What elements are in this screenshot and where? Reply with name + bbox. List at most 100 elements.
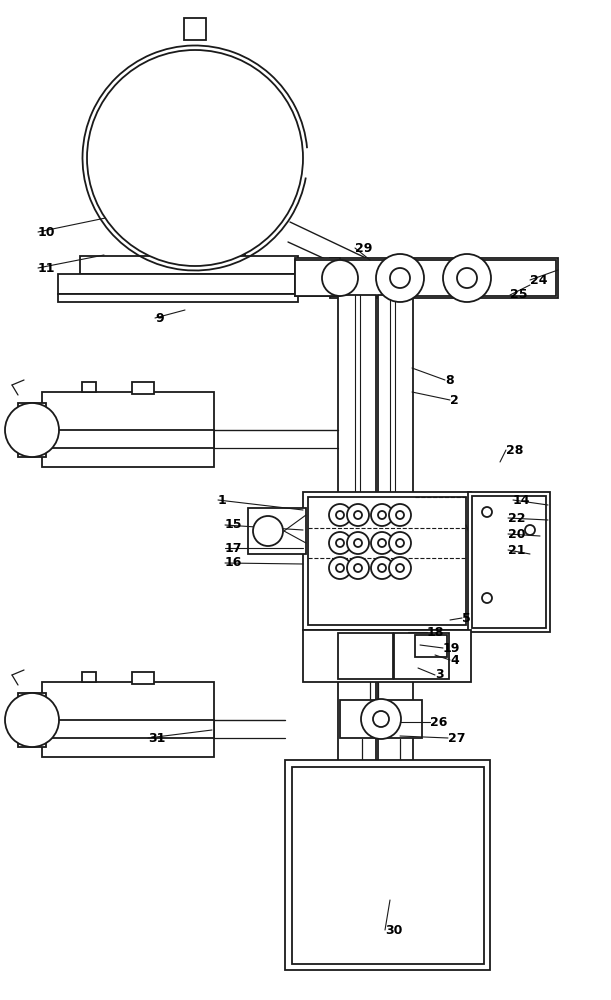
Bar xyxy=(468,492,550,632)
Circle shape xyxy=(322,260,358,296)
Bar xyxy=(295,258,340,296)
Bar xyxy=(184,18,206,40)
Bar xyxy=(42,430,214,448)
Circle shape xyxy=(390,268,410,288)
Text: 31: 31 xyxy=(148,732,166,744)
Circle shape xyxy=(347,504,369,526)
Bar xyxy=(303,492,471,630)
Bar xyxy=(248,508,306,554)
Text: 19: 19 xyxy=(443,642,460,654)
Circle shape xyxy=(371,532,393,554)
Bar xyxy=(378,295,413,955)
Bar xyxy=(58,294,298,302)
Circle shape xyxy=(87,50,303,266)
Text: 26: 26 xyxy=(430,716,447,728)
Text: 15: 15 xyxy=(225,518,243,532)
Circle shape xyxy=(373,711,389,727)
Text: 1: 1 xyxy=(218,493,227,506)
Text: 16: 16 xyxy=(225,556,243,570)
Circle shape xyxy=(329,504,351,526)
Text: 30: 30 xyxy=(385,924,403,936)
Circle shape xyxy=(347,532,369,554)
Circle shape xyxy=(396,539,404,547)
Bar xyxy=(332,260,556,296)
Bar xyxy=(42,682,214,757)
Bar xyxy=(303,630,471,682)
Bar xyxy=(82,382,96,392)
Bar xyxy=(340,700,422,738)
Circle shape xyxy=(361,699,401,739)
Circle shape xyxy=(376,254,424,302)
Circle shape xyxy=(354,511,362,519)
Text: 5: 5 xyxy=(462,611,470,624)
Circle shape xyxy=(163,126,227,190)
Bar xyxy=(80,256,298,274)
Bar xyxy=(394,633,449,679)
Bar xyxy=(58,274,298,294)
Text: 14: 14 xyxy=(513,493,530,506)
Text: 24: 24 xyxy=(530,273,547,286)
Circle shape xyxy=(371,557,393,579)
Circle shape xyxy=(336,539,344,547)
Text: 29: 29 xyxy=(355,241,372,254)
Circle shape xyxy=(457,268,477,288)
Circle shape xyxy=(443,254,491,302)
Text: 20: 20 xyxy=(508,528,525,540)
Text: 2: 2 xyxy=(450,393,459,406)
Text: 3: 3 xyxy=(435,668,444,682)
Text: 4: 4 xyxy=(450,654,459,666)
Circle shape xyxy=(354,564,362,572)
Circle shape xyxy=(396,511,404,519)
Text: 18: 18 xyxy=(427,626,444,639)
Text: 28: 28 xyxy=(506,444,524,456)
Circle shape xyxy=(253,516,283,546)
Circle shape xyxy=(354,539,362,547)
Bar xyxy=(308,497,466,625)
Bar xyxy=(292,767,484,964)
Circle shape xyxy=(5,693,59,747)
Text: 8: 8 xyxy=(445,373,453,386)
Bar xyxy=(155,218,245,256)
Circle shape xyxy=(329,557,351,579)
Circle shape xyxy=(389,504,411,526)
Bar xyxy=(18,403,46,457)
Circle shape xyxy=(181,144,209,172)
Circle shape xyxy=(389,532,411,554)
Bar xyxy=(18,693,46,747)
Text: 11: 11 xyxy=(38,261,56,274)
Circle shape xyxy=(347,557,369,579)
Circle shape xyxy=(336,564,344,572)
Circle shape xyxy=(525,525,535,535)
Text: 17: 17 xyxy=(225,542,243,554)
Bar xyxy=(285,760,490,970)
Circle shape xyxy=(378,539,386,547)
Text: 9: 9 xyxy=(155,312,164,324)
Text: 27: 27 xyxy=(448,732,466,744)
Circle shape xyxy=(336,511,344,519)
Circle shape xyxy=(378,511,386,519)
Circle shape xyxy=(482,593,492,603)
Bar xyxy=(82,672,96,682)
Circle shape xyxy=(371,504,393,526)
Bar xyxy=(295,260,338,296)
Bar xyxy=(472,496,546,628)
Bar xyxy=(338,633,393,679)
Text: 25: 25 xyxy=(510,288,527,302)
Text: 22: 22 xyxy=(508,512,525,524)
Text: 10: 10 xyxy=(38,226,56,238)
Bar xyxy=(330,258,558,298)
Bar xyxy=(415,635,447,657)
Circle shape xyxy=(145,108,245,208)
Circle shape xyxy=(482,507,492,517)
Bar xyxy=(132,382,154,394)
Bar xyxy=(338,295,376,955)
Bar xyxy=(42,720,214,738)
Circle shape xyxy=(329,532,351,554)
Circle shape xyxy=(396,564,404,572)
Circle shape xyxy=(5,403,59,457)
Circle shape xyxy=(378,564,386,572)
Text: 21: 21 xyxy=(508,544,525,556)
Bar xyxy=(42,392,214,467)
Circle shape xyxy=(389,557,411,579)
Bar xyxy=(132,672,154,684)
